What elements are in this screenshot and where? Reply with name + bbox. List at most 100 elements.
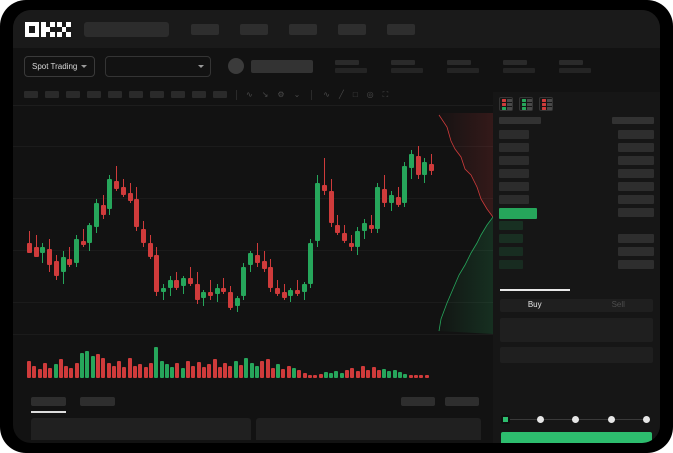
timeframe-4[interactable] xyxy=(87,91,101,98)
chart-type-icon[interactable]: ⌄ xyxy=(293,89,301,99)
stat-3 xyxy=(447,59,480,73)
volume-bar xyxy=(217,366,222,378)
nav-item-5[interactable] xyxy=(387,23,415,35)
timeframe-8[interactable] xyxy=(171,91,185,98)
search-input[interactable] xyxy=(84,21,169,37)
orderbook-row-ask-3[interactable] xyxy=(499,156,654,165)
orderbook-row-ask-5[interactable] xyxy=(499,182,654,191)
candle-body xyxy=(33,247,39,258)
timeframe-2[interactable] xyxy=(45,91,59,98)
step-75[interactable] xyxy=(607,416,615,423)
okx-logo[interactable] xyxy=(25,21,71,37)
amount-field[interactable] xyxy=(500,347,653,363)
step-0[interactable] xyxy=(501,415,510,424)
orderbook-mode-both[interactable] xyxy=(499,97,513,111)
bottom-tab-bar xyxy=(13,390,493,413)
candlestick-chart[interactable] xyxy=(13,106,493,334)
timeframe-7[interactable] xyxy=(150,91,164,98)
orderbook-total-bar xyxy=(618,182,654,191)
orderbook-row-ask-6[interactable] xyxy=(499,195,654,204)
bottom-action-2[interactable] xyxy=(445,396,479,406)
camera-icon[interactable]: □ xyxy=(352,89,358,99)
bottom-panel-1[interactable] xyxy=(31,418,251,440)
candle-wick xyxy=(256,243,258,268)
bottom-action-1[interactable] xyxy=(401,396,435,406)
bottom-tab-1[interactable] xyxy=(31,396,66,413)
timeframe-5[interactable] xyxy=(108,91,122,98)
settings-icon[interactable]: ⚙ xyxy=(277,89,285,99)
step-50[interactable] xyxy=(572,416,579,423)
orderbook-row-bid-4[interactable] xyxy=(499,260,654,269)
order-type-field[interactable] xyxy=(500,299,653,312)
candle-body xyxy=(254,255,260,264)
orderbook-row-ask-4[interactable] xyxy=(499,169,654,178)
timeframe-9[interactable] xyxy=(192,91,206,98)
bid-depth-line xyxy=(438,216,493,332)
candle-body xyxy=(154,255,160,292)
nav-item-4[interactable] xyxy=(338,23,366,35)
volume-bar xyxy=(32,366,37,378)
order-panel-sidebar: Buy Sell xyxy=(493,92,660,443)
timeframe-10[interactable] xyxy=(213,91,227,98)
orderbook-row-bid-1[interactable] xyxy=(499,221,654,230)
candle-body xyxy=(214,287,220,294)
candle-body xyxy=(261,261,267,270)
volume-bar xyxy=(90,355,95,378)
orderbook-mode-asks[interactable] xyxy=(539,97,553,111)
stat-label xyxy=(447,59,472,65)
volume-bar xyxy=(37,368,42,378)
step-100[interactable] xyxy=(643,416,650,423)
tab-buy[interactable]: Buy xyxy=(493,289,577,315)
fullscreen-icon[interactable]: ⛶ xyxy=(382,89,389,99)
timeframe-3[interactable] xyxy=(66,91,80,98)
timeframe-1[interactable] xyxy=(24,91,38,98)
alert-icon[interactable]: ◎ xyxy=(366,89,374,99)
price-field[interactable] xyxy=(500,318,653,342)
nav-item-2[interactable] xyxy=(240,23,268,35)
app-screen: Spot Trading ∿ ↘ ⚙ ⌄ ∿ ╱ □ ◎ ⛶ xyxy=(13,10,660,443)
orderbook-row-bid-2[interactable] xyxy=(499,234,654,243)
line-chart-icon[interactable]: ∿ xyxy=(323,89,330,99)
volume-bar xyxy=(260,361,265,378)
depth-chart-svg xyxy=(438,113,493,334)
orderbook-size-bar xyxy=(499,234,523,243)
bottom-panel-2[interactable] xyxy=(256,418,481,440)
volume-bar xyxy=(58,359,63,378)
volume-histogram xyxy=(13,334,493,386)
candle-body xyxy=(362,223,367,232)
trading-pair-select[interactable] xyxy=(105,55,212,77)
orderbook-mode-bids[interactable] xyxy=(519,97,533,111)
candle-body xyxy=(87,225,93,244)
trend-line-icon[interactable]: ↘ xyxy=(261,89,269,99)
orderbook-total-bar xyxy=(618,221,654,230)
orderbook-row-bid-3[interactable] xyxy=(499,247,654,256)
orderbook-row-last-price[interactable] xyxy=(499,208,654,219)
market-type-dropdown[interactable]: Spot Trading xyxy=(24,55,96,77)
logo-letter-k xyxy=(41,21,55,37)
amount-percent-stepper[interactable] xyxy=(501,414,652,425)
volume-bar xyxy=(366,369,371,378)
magnet-icon[interactable]: ╱ xyxy=(338,89,344,99)
orderbook-header-left xyxy=(499,117,541,124)
stat-value xyxy=(447,67,480,73)
bottom-tab-2[interactable] xyxy=(80,396,115,406)
bottom-tabs-right xyxy=(401,396,479,406)
indicator-icon[interactable]: ∿ xyxy=(246,89,253,99)
candle-body xyxy=(60,257,66,272)
candle-wick xyxy=(209,279,211,300)
logo-letter-o xyxy=(25,21,39,37)
nav-item-3[interactable] xyxy=(289,23,317,35)
stat-label xyxy=(503,59,528,65)
candle-body xyxy=(134,198,140,228)
orderbook-row-ask-2[interactable] xyxy=(499,143,654,152)
orderbook-row-ask-1[interactable] xyxy=(499,130,654,139)
tab-sell[interactable]: Sell xyxy=(611,299,625,309)
nav-item-1[interactable] xyxy=(191,23,219,35)
step-25[interactable] xyxy=(536,416,544,423)
candle-wick xyxy=(323,158,325,195)
candle-body xyxy=(295,289,300,294)
volume-bar xyxy=(355,371,360,378)
timeframe-6[interactable] xyxy=(129,91,143,98)
top-nav xyxy=(13,10,660,48)
place-order-button[interactable] xyxy=(501,432,652,443)
